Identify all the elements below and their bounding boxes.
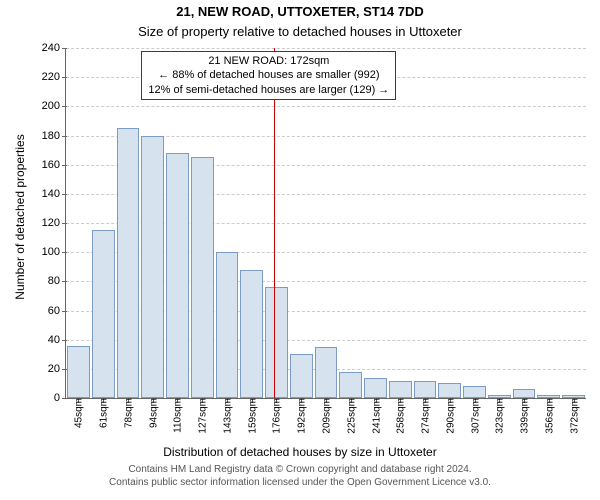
x-tick-label: 323sqm xyxy=(493,398,506,434)
x-tick-label: 225sqm xyxy=(344,398,357,434)
histogram-bar xyxy=(389,381,412,399)
histogram-bar xyxy=(67,346,90,399)
chart-title-desc: Size of property relative to detached ho… xyxy=(0,24,600,39)
histogram-bar xyxy=(141,136,164,399)
x-tick-label: 61sqm xyxy=(97,398,110,428)
y-tick-label: 220 xyxy=(30,71,66,83)
histogram-bar xyxy=(265,287,288,398)
x-tick-label: 45sqm xyxy=(72,398,85,428)
x-tick-label: 127sqm xyxy=(196,398,209,434)
x-tick-label: 159sqm xyxy=(245,398,258,434)
x-tick-label: 258sqm xyxy=(394,398,407,434)
x-tick-label: 307sqm xyxy=(468,398,481,434)
histogram-bar xyxy=(463,386,486,398)
x-tick-label: 176sqm xyxy=(270,398,283,434)
x-tick-label: 356sqm xyxy=(542,398,555,434)
gridline-h xyxy=(66,106,586,107)
y-tick-label: 200 xyxy=(30,100,66,112)
y-tick-label: 60 xyxy=(30,305,66,317)
footer: Contains HM Land Registry data © Crown c… xyxy=(0,464,600,489)
histogram-bar xyxy=(117,128,140,398)
histogram-bar xyxy=(438,383,461,398)
annotation-box: 21 NEW ROAD: 172sqm ← 88% of detached ho… xyxy=(141,51,396,100)
x-tick-label: 94sqm xyxy=(146,398,159,428)
histogram-bar xyxy=(414,381,437,399)
annotation-line1: 21 NEW ROAD: 172sqm xyxy=(148,54,389,68)
histogram-bar xyxy=(166,153,189,398)
y-tick-label: 120 xyxy=(30,217,66,229)
y-tick-label: 180 xyxy=(30,130,66,142)
y-tick-label: 80 xyxy=(30,275,66,287)
reference-line xyxy=(274,48,275,398)
histogram-bar xyxy=(191,157,214,398)
x-tick-label: 274sqm xyxy=(419,398,432,434)
y-tick-label: 0 xyxy=(30,392,66,404)
histogram-bar xyxy=(339,372,362,398)
histogram-bar xyxy=(216,252,239,398)
x-axis-label: Distribution of detached houses by size … xyxy=(0,445,600,459)
x-tick-label: 290sqm xyxy=(443,398,456,434)
y-tick-label: 20 xyxy=(30,363,66,375)
x-tick-label: 241sqm xyxy=(369,398,382,434)
x-tick-label: 192sqm xyxy=(295,398,308,434)
histogram-bar xyxy=(92,230,115,398)
y-tick-label: 160 xyxy=(30,159,66,171)
footer-line1: Contains HM Land Registry data © Crown c… xyxy=(0,464,600,477)
gridline-h xyxy=(66,48,586,49)
plot-area: 02040608010012014016018020022024045sqm61… xyxy=(65,48,586,399)
annotation-line2: ← 88% of detached houses are smaller (99… xyxy=(148,68,389,82)
y-axis-label: Number of detached properties xyxy=(13,117,27,317)
histogram-bar xyxy=(513,389,536,398)
chart-container: 21, NEW ROAD, UTTOXETER, ST14 7DD Size o… xyxy=(0,0,600,500)
x-tick-label: 143sqm xyxy=(220,398,233,434)
x-tick-label: 209sqm xyxy=(320,398,333,434)
y-tick-label: 40 xyxy=(30,334,66,346)
chart-title-address: 21, NEW ROAD, UTTOXETER, ST14 7DD xyxy=(0,4,600,19)
x-tick-label: 78sqm xyxy=(121,398,134,428)
y-tick-label: 140 xyxy=(30,188,66,200)
footer-line2: Contains public sector information licen… xyxy=(0,477,600,490)
annotation-line3: 12% of semi-detached houses are larger (… xyxy=(148,83,389,97)
histogram-bar xyxy=(290,354,313,398)
x-tick-label: 372sqm xyxy=(567,398,580,434)
histogram-bar xyxy=(364,378,387,398)
y-tick-label: 240 xyxy=(30,42,66,54)
y-tick-label: 100 xyxy=(30,246,66,258)
histogram-bar xyxy=(240,270,263,398)
x-tick-label: 339sqm xyxy=(518,398,531,434)
histogram-bar xyxy=(315,347,338,398)
x-tick-label: 110sqm xyxy=(171,398,184,433)
